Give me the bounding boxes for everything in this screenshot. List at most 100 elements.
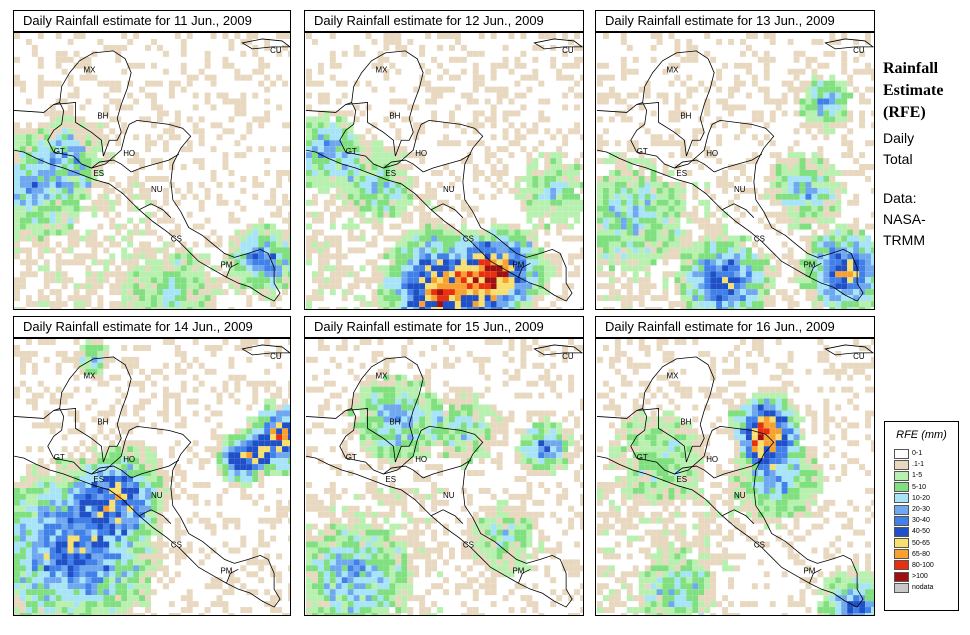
rain-cell: [574, 235, 581, 242]
rain-cell: [67, 158, 74, 165]
rain-cell: [811, 116, 818, 123]
rain-cell: [608, 277, 615, 284]
rain-cell: [97, 374, 104, 381]
rain-cell: [204, 416, 211, 423]
rain-cell: [597, 205, 603, 212]
rain-cell: [121, 33, 128, 39]
rain-cell: [121, 68, 128, 75]
rain-cell: [133, 344, 140, 351]
rain-cell: [829, 74, 836, 81]
rain-cell: [192, 241, 199, 248]
rain-cell: [311, 152, 318, 159]
rain-cell: [91, 446, 98, 453]
rain-cell: [246, 404, 253, 411]
rain-cell: [145, 583, 152, 590]
rain-cell: [73, 374, 80, 381]
rain-cell: [745, 301, 752, 308]
rain-cell: [710, 122, 717, 129]
rain-cell: [799, 217, 806, 224]
rain-cell: [252, 289, 259, 296]
rain-cell: [781, 92, 788, 99]
rain-cell: [329, 122, 336, 129]
rain-cell: [306, 68, 312, 75]
rain-cell: [174, 422, 181, 429]
rain-cell: [97, 140, 104, 147]
rain-cell: [472, 229, 479, 236]
rain-cell: [763, 289, 770, 296]
rain-cell: [751, 152, 758, 159]
rain-cell: [734, 74, 740, 81]
rain-cell: [769, 253, 776, 260]
rain-cell: [841, 241, 848, 248]
country-border: [102, 118, 122, 157]
rain-cell: [425, 259, 432, 266]
rain-cell: [680, 187, 687, 194]
rain-cell: [395, 307, 402, 309]
rain-cell: [823, 229, 830, 236]
rain-cell: [859, 50, 866, 57]
rain-cell: [222, 458, 229, 465]
rain-cell: [526, 152, 533, 159]
rain-cell: [365, 205, 372, 212]
rain-cell: [620, 235, 627, 242]
rain-cell: [632, 229, 639, 236]
rain-cell: [704, 295, 711, 302]
rain-cell: [614, 217, 621, 224]
rain-cell: [460, 283, 467, 290]
rain-cell: [103, 134, 110, 141]
rain-cell: [43, 541, 50, 548]
rain-cell: [228, 247, 235, 254]
rain-cell: [692, 86, 699, 93]
rain-cell: [14, 152, 20, 159]
rain-cell: [97, 128, 104, 135]
rain-cell: [865, 295, 872, 302]
rain-cell: [73, 199, 80, 206]
rain-cell: [264, 283, 271, 290]
rain-cell: [133, 464, 140, 471]
rain-cell: [425, 271, 432, 278]
rain-cell: [174, 535, 181, 542]
rain-cell: [620, 170, 627, 176]
rain-cell: [341, 223, 348, 230]
rain-cell: [823, 289, 830, 296]
rain-cell: [91, 571, 98, 578]
rain-cell: [668, 170, 675, 176]
rain-cell: [739, 50, 746, 57]
rain-cell: [162, 565, 169, 572]
rain-cell: [389, 235, 396, 242]
rain-cell: [626, 164, 633, 171]
rain-cell: [389, 170, 396, 176]
rain-cell: [425, 253, 432, 260]
rain-cell: [49, 307, 56, 309]
rain-cell: [520, 205, 527, 212]
rain-cell: [722, 283, 729, 290]
rain-cell: [151, 158, 157, 165]
rain-cell: [853, 295, 860, 302]
rain-cell: [562, 50, 569, 57]
country-label-gt: GT: [637, 147, 648, 156]
rain-cell: [419, 265, 426, 272]
rain-cell: [139, 344, 146, 351]
rain-cell: [335, 187, 342, 194]
rain-cell: [728, 289, 735, 296]
rain-cell: [597, 241, 603, 248]
rain-cell: [739, 259, 746, 266]
rain-cell: [865, 283, 872, 290]
rain-cell: [389, 181, 396, 188]
rain-cell: [472, 122, 479, 129]
rain-cell: [520, 187, 527, 194]
rain-cell: [162, 68, 169, 75]
rain-cell: [620, 74, 627, 81]
rain-cell: [85, 541, 92, 548]
rain-cell: [674, 289, 681, 296]
rain-cell: [781, 295, 788, 302]
rain-cell: [162, 187, 169, 194]
rain-cell: [686, 271, 693, 278]
rain-cell: [43, 205, 50, 212]
rain-cell: [306, 295, 312, 302]
rain-cell: [19, 217, 26, 224]
rain-cell: [91, 499, 98, 506]
rain-cell: [484, 307, 491, 309]
rain-cell: [139, 470, 146, 477]
rain-cell: [180, 386, 187, 393]
